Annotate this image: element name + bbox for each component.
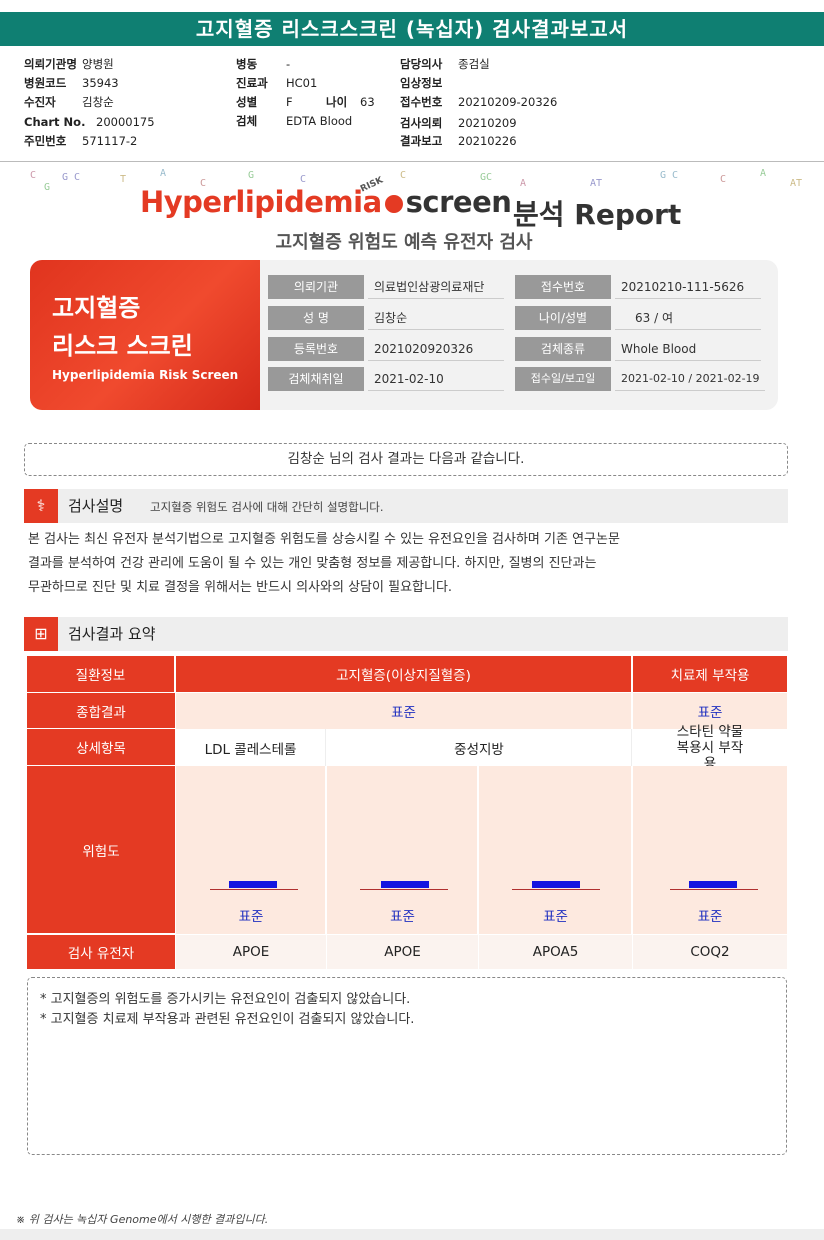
header-field: 수진자 김창순: [24, 95, 114, 109]
section-summary-header: ⊞ 검사결과 요약: [24, 617, 788, 651]
banner-title-1: 고지혈증: [52, 294, 141, 322]
risk-label: 표준: [543, 909, 568, 925]
risk-cell: [176, 766, 326, 934]
banner-title-2: 리스크 스크린: [52, 332, 193, 360]
section-title: 검사설명: [68, 497, 124, 515]
gene-cell: APOE: [176, 935, 326, 969]
risk-baseline: [670, 889, 758, 890]
report-heading: 분석 Report: [513, 198, 682, 231]
risk-label: 표준: [390, 909, 415, 925]
header-field: 검체 EDTA Blood: [236, 114, 353, 128]
row-label-risk: 위험도: [27, 766, 175, 934]
risk-label: 표준: [697, 909, 723, 925]
overall-side-result: 표준: [633, 693, 787, 729]
row-label-detail: 상세항목: [27, 729, 175, 766]
stethoscope-icon: ⚕: [24, 489, 58, 523]
header-field-age: 나이 63: [326, 95, 375, 109]
logo-mark-icon: [384, 195, 403, 213]
header-field: 임상정보: [400, 76, 443, 90]
risk-level-bar: [689, 881, 737, 888]
note-line: * 고지혈증의 위험도를 증가시키는 유전요인이 검출되지 않았습니다.: [40, 992, 411, 1007]
header-field: 의뢰기관명 양병원: [24, 57, 114, 71]
summary-table: 질환정보 고지혈증(이상지질혈증) 치료제 부작용 종합결과 표준 표준 상세항…: [27, 656, 787, 969]
risk-label: 표준: [238, 909, 264, 925]
patient-info-card: 고지혈증 리스크 스크린 Hyperlipidemia Risk Screen …: [30, 260, 778, 410]
risk-baseline: [210, 889, 298, 890]
gene-cell: COQ2: [633, 935, 787, 969]
banner-title-en: Hyperlipidemia Risk Screen: [52, 368, 239, 382]
overall-main-result: 표준: [176, 693, 632, 729]
section-description-header: ⚕ 검사설명 고지혈증 위험도 검사에 대해 간단히 설명합니다.: [24, 489, 788, 523]
folder-plus-icon: ⊞: [24, 617, 58, 651]
report-title: 고지혈증 리스크스크린 (녹십자) 검사결과보고서: [0, 12, 824, 46]
header-field: 담당의사 종검실: [400, 57, 490, 71]
product-banner: 고지혈증 리스크 스크린 Hyperlipidemia Risk Screen: [30, 260, 260, 410]
risk-level-bar: [532, 881, 580, 888]
header-field: 성별 F: [236, 95, 293, 109]
row-label-overall: 종합결과: [27, 693, 175, 729]
detail-triglyceride: 중성지방: [327, 729, 632, 766]
risk-baseline: [512, 889, 600, 890]
header-field: 접수번호 20210209-20326: [400, 95, 558, 109]
gene-cell: APOA5: [479, 935, 632, 969]
row-label-disease: 질환정보: [27, 656, 175, 692]
risk-baseline: [360, 889, 448, 890]
gene-cell: APOE: [327, 935, 478, 969]
section-subtitle: 고지혈증 위험도 검사에 대해 간단히 설명합니다.: [150, 500, 384, 514]
risk-level-bar: [229, 881, 277, 888]
section-title: 검사결과 요약: [68, 625, 156, 643]
header-field: 주민번호 571117-2: [24, 134, 138, 148]
detail-statin: 스타틴 약물 복용시 부작용: [633, 724, 787, 772]
disease-side-header: 치료제 부작용: [633, 656, 787, 692]
header-field: 병동 -: [236, 57, 291, 71]
risk-cell: [327, 766, 478, 934]
test-description: 본 검사는 최신 유전자 분석기법으로 고지혈증 위험도를 상승시킬 수 있는 …: [28, 532, 620, 595]
header-field: 결과보고 20210226: [400, 134, 517, 148]
report-subtitle: 고지혈증 위험도 예측 유전자 검사: [275, 232, 533, 253]
patient-header: 의뢰기관명 양병원 병원코드 35943 수진자 김창순 Chart No. 20000…: [0, 48, 824, 162]
header-field: 진료과 HC01: [236, 76, 318, 90]
row-label-gene: 검사 유전자: [27, 935, 175, 969]
result-notes: * 고지혈증의 위험도를 증가시키는 유전요인이 검출되지 않았습니다. * 고…: [27, 977, 787, 1155]
detail-ldl: LDL 콜레스테롤: [176, 729, 326, 766]
header-field: Chart No. 20000175: [24, 115, 155, 129]
product-logo: Hyperlipidemia screen: [140, 185, 512, 219]
header-field: 병원코드 35943: [24, 76, 119, 90]
risk-cell: [633, 766, 787, 934]
risk-level-bar: [381, 881, 429, 888]
disease-main-header: 고지혈증(이상지질혈증): [176, 656, 632, 692]
result-message: 김창순 님의 검사 결과는 다음과 같습니다.: [24, 443, 788, 476]
bottom-strip: [0, 1229, 824, 1240]
risk-cell: [479, 766, 632, 934]
header-field: 검사의뢰 20210209: [400, 116, 517, 130]
note-line: * 고지혈증 치료제 부작용과 관련된 유전요인이 검출되지 않았습니다.: [40, 1012, 415, 1027]
footer-note: ※ 위 검사는 녹십자 Genome에서 시행한 결과입니다.: [16, 1213, 269, 1226]
